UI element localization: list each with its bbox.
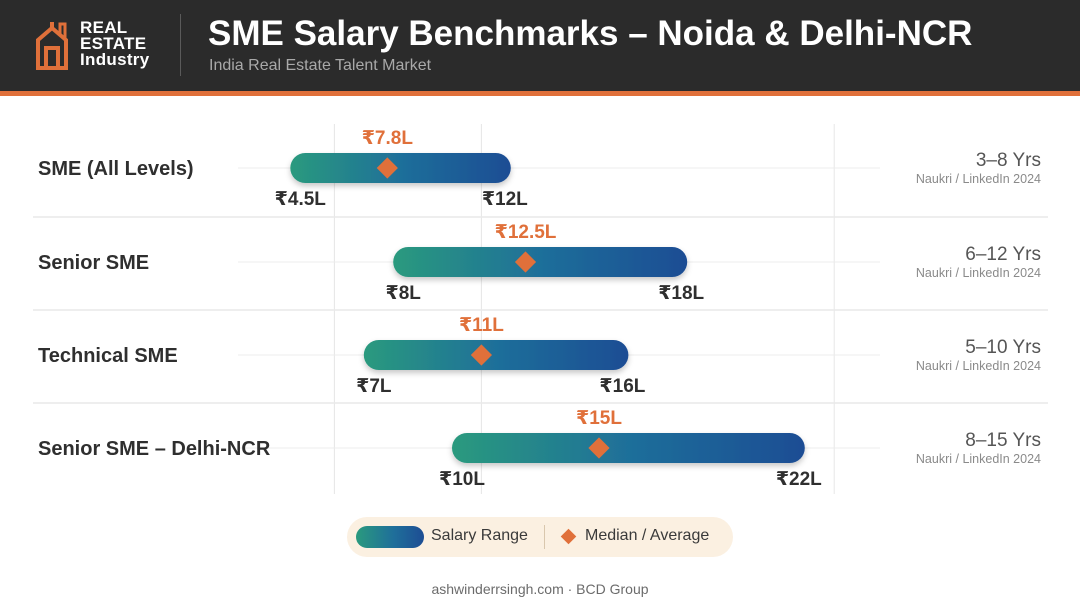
- max-value-label: ₹22L: [776, 469, 822, 490]
- median-label: ₹7.8L: [362, 128, 414, 149]
- category-label: Senior SME – Delhi-NCR: [38, 438, 271, 460]
- median-label: ₹11L: [459, 315, 504, 336]
- legend-median-label: Median / Average: [585, 527, 710, 544]
- legend-median-diamond-icon: [560, 528, 577, 545]
- experience-label: 5–10 Yrs: [965, 337, 1041, 358]
- experience-label: 6–12 Yrs: [965, 244, 1041, 265]
- page-subtitle: India Real Estate Talent Market: [209, 57, 432, 74]
- salary-range-bar: [290, 153, 511, 183]
- median-label: ₹12.5L: [495, 222, 557, 243]
- min-value-label: ₹8L: [385, 283, 421, 304]
- logo-line-real: REAL: [80, 18, 128, 37]
- legend-range-label: Salary Range: [431, 527, 528, 544]
- salary-range-bar: [393, 247, 688, 277]
- source-label: Naukri / LinkedIn 2024: [916, 359, 1041, 373]
- chart-legend: Salary Range Median / Average: [347, 517, 733, 557]
- median-marker: [588, 437, 610, 459]
- logo-line-industry: Industry: [80, 50, 150, 69]
- median-marker: [514, 251, 537, 273]
- footer-credit: ashwinderrsingh.com · BCD Group: [431, 581, 649, 597]
- legend-range-swatch: [356, 526, 424, 548]
- logo-line-estate: ESTATE: [80, 34, 147, 53]
- salary-range-bar: [452, 433, 805, 463]
- experience-label: 8–15 Yrs: [965, 430, 1041, 451]
- max-value-label: ₹18L: [658, 283, 704, 304]
- category-label: Senior SME: [38, 252, 149, 274]
- experience-label: 3–8 Yrs: [976, 150, 1041, 171]
- source-label: Naukri / LinkedIn 2024: [916, 266, 1041, 280]
- legend-separator: [544, 525, 545, 549]
- header-accent-stripe: [0, 91, 1080, 96]
- salary-range-bar: [363, 340, 629, 370]
- category-label: Technical SME: [38, 345, 178, 367]
- min-value-label: ₹10L: [439, 469, 485, 490]
- page-title: SME Salary Benchmarks – Noida & Delhi-NC…: [208, 14, 973, 53]
- building-logo-icon: [36, 22, 68, 70]
- chart-row: SME (All Levels) ₹7.8L ₹4.5L ₹12L 3–8 YrsNau…: [38, 128, 1041, 210]
- category-label: SME (All Levels): [38, 158, 194, 180]
- logo-text: REAL ESTATE Industry: [80, 18, 150, 69]
- min-value-label: ₹7L: [356, 376, 392, 397]
- max-value-label: ₹12L: [482, 189, 528, 210]
- source-label: Naukri / LinkedIn 2024: [916, 172, 1041, 186]
- median-label: ₹15L: [576, 408, 622, 429]
- source-label: Naukri / LinkedIn 2024: [916, 452, 1041, 466]
- max-value-label: ₹16L: [599, 376, 645, 397]
- header-bar: REAL ESTATE Industry SME Salary Benchmar…: [0, 0, 1080, 91]
- min-value-label: ₹4.5L: [275, 189, 327, 210]
- header-divider: [180, 14, 181, 76]
- chart-row: Senior SME – Delhi-NCR ₹15L ₹10L ₹22L 8–15 Y…: [38, 408, 1041, 490]
